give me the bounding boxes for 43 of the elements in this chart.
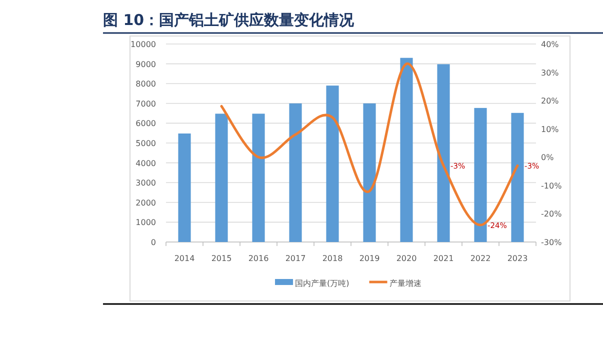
x-tick-label: 2018	[322, 254, 343, 263]
x-tick-label: 2019	[359, 254, 380, 263]
bar	[178, 133, 191, 242]
bar	[363, 103, 376, 242]
chart-title: 图 10：国产铝土矿供应数量变化情况	[103, 11, 356, 29]
bar	[400, 58, 413, 242]
y2-tick-label: 30%	[541, 68, 560, 78]
bar	[252, 114, 265, 242]
y-tick-label: 9000	[136, 60, 156, 69]
y2-tick-label: 0%	[541, 153, 554, 162]
x-tick-label: 2014	[174, 254, 195, 263]
x-tick-label: 2017	[285, 254, 306, 263]
x-tick-label: 2016	[248, 254, 269, 263]
y2-tick-label: -20%	[541, 210, 562, 219]
x-tick-label: 2023	[507, 254, 528, 263]
y-tick-label: 2000	[136, 198, 156, 208]
y2-tick-label: 10%	[541, 124, 560, 134]
y-tick-label: 3000	[136, 178, 156, 188]
x-tick-label: 2015	[211, 254, 232, 263]
bar	[437, 64, 450, 242]
bar	[511, 112, 524, 242]
y-tick-label: 1000	[136, 218, 156, 228]
bar	[474, 108, 487, 242]
legend-label: 产量增速	[389, 279, 422, 288]
x-tick-label: 2021	[433, 254, 454, 263]
x-tick-label: 2022	[470, 254, 491, 263]
bar	[215, 114, 228, 242]
bar	[326, 86, 339, 242]
y-tick-label: 10000	[130, 40, 156, 49]
line-series	[220, 62, 519, 226]
y2-tick-label: 40%	[541, 40, 560, 49]
y-tick-label: 4000	[136, 158, 156, 168]
y-tick-label: 7000	[136, 99, 156, 108]
y-tick-label: 6000	[136, 119, 156, 128]
bar	[289, 103, 302, 242]
x-tick-label: 2020	[396, 254, 417, 263]
y2-tick-label: -10%	[541, 181, 562, 190]
y-tick-label: 5000	[136, 139, 156, 148]
y2-tick-label: -30%	[541, 238, 562, 247]
y-tick-label: 8000	[136, 80, 156, 89]
legend-label: 国内产量(万吨)	[295, 279, 350, 288]
y2-tick-label: 20%	[541, 96, 560, 106]
y-tick-label: 0	[150, 238, 156, 247]
